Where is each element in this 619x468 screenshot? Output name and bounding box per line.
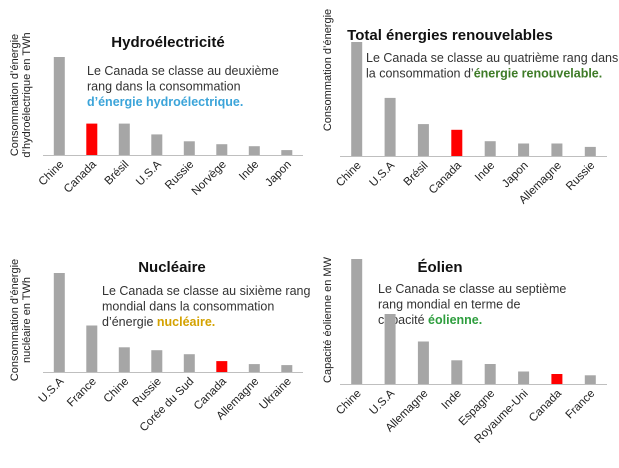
bar-japon xyxy=(281,150,293,155)
tick-label: Ukraine xyxy=(257,376,294,413)
bar-ukraine xyxy=(281,365,293,372)
y-axis-label: Consommation d’énergied’hydroélectrique … xyxy=(9,32,33,157)
tick-label: Inde xyxy=(237,159,261,183)
chart-1: Hydroélectricité Consommation d’énergied’… xyxy=(9,32,303,198)
bar-canada xyxy=(86,123,98,155)
bar-br-sil xyxy=(118,123,130,155)
tick-label: Chine xyxy=(102,376,132,406)
bar-chine xyxy=(118,347,130,373)
tick-label: Chine xyxy=(37,159,67,189)
tick-label: U.S.A xyxy=(37,375,67,405)
bar-espagne xyxy=(484,364,496,384)
tick-label: U.S.A xyxy=(134,158,164,188)
chart-title: Total énergies renouvelables xyxy=(347,27,553,44)
tick-label: Inde xyxy=(440,388,464,412)
bar-chine xyxy=(53,57,65,155)
bar-u-s-a xyxy=(151,134,163,155)
chart-description: Le Canada se classe au quatrième rang da… xyxy=(366,51,618,81)
tick-label: Canada xyxy=(527,387,564,424)
tick-label: Japon xyxy=(263,159,294,190)
bar-inde xyxy=(248,146,260,155)
tick-label: France xyxy=(564,388,598,422)
tick-label: Russie xyxy=(564,160,597,193)
bar-russie xyxy=(584,146,596,156)
y-axis-label: Capacité éolienne en MW xyxy=(322,256,334,383)
bar-inde xyxy=(451,360,463,385)
bar-canada xyxy=(451,129,463,156)
description-emphasis: d’énergie hydroélectrique. xyxy=(87,95,243,109)
bar-br-sil xyxy=(417,124,429,156)
bar-u-s-a xyxy=(384,97,396,156)
bar-norv-ge xyxy=(216,144,228,155)
tick-label: Canada xyxy=(427,159,464,196)
chart-title: Éolien xyxy=(417,259,462,276)
bar-cor-e-du-sud xyxy=(183,354,195,372)
chart-2: Total énergies renouvelables Consommation… xyxy=(322,9,618,207)
bar-russie xyxy=(183,141,195,155)
chart-4: Éolien Capacité éolienne en MW Le Canada s… xyxy=(322,256,607,446)
bar-canada xyxy=(551,374,563,384)
tick-label: U.S.A xyxy=(367,387,397,417)
tick-label: Chine xyxy=(334,388,364,418)
description-emphasis: nucléaire. xyxy=(157,315,215,329)
chart-description: Le Canada se classe au septième rang mond… xyxy=(378,282,566,327)
tick-label: France xyxy=(65,376,99,410)
bar-allemagne xyxy=(551,143,563,156)
tick-label: Inde xyxy=(473,160,497,184)
tick-label: U.S.A xyxy=(367,159,397,189)
chart-title: Hydroélectricité xyxy=(111,34,224,51)
bar-canada xyxy=(216,361,228,372)
tick-label: Canada xyxy=(62,158,99,195)
tick-label: Japon xyxy=(500,160,531,191)
tick-label: Norvège xyxy=(190,159,229,198)
bar-u-s-a xyxy=(384,314,396,384)
y-axis-label: Consommation d’énergienucléaire en TWh xyxy=(9,259,33,381)
chart-description: Le Canada se classe au sixième rang mondi… xyxy=(102,284,311,329)
bar-allemagne xyxy=(248,364,260,372)
description-emphasis: éolienne. xyxy=(428,313,482,327)
bar-chine xyxy=(351,42,363,156)
bar-japon xyxy=(518,143,530,156)
bar-russie xyxy=(151,350,163,372)
chart-title: Nucléaire xyxy=(138,259,206,276)
bar-inde xyxy=(484,141,496,156)
tick-label: Brésil xyxy=(402,160,431,189)
y-axis-label: Consommation d’énergie xyxy=(322,9,334,131)
bar-allemagne xyxy=(417,341,429,384)
bar-chine xyxy=(351,259,363,384)
chart-3: Nucléaire Consommation d’énergienucléaire… xyxy=(9,259,311,434)
tick-label: Chine xyxy=(334,160,364,190)
description-emphasis: énergie renouvelable. xyxy=(474,67,603,81)
bar-royaume-uni xyxy=(518,371,530,384)
bar-france xyxy=(86,325,98,372)
chart-description: Le Canada se classe au deuxième rang dans… xyxy=(87,64,279,109)
tick-label: Brésil xyxy=(103,159,132,188)
bar-france xyxy=(584,375,596,385)
bar-u-s-a xyxy=(53,273,65,372)
